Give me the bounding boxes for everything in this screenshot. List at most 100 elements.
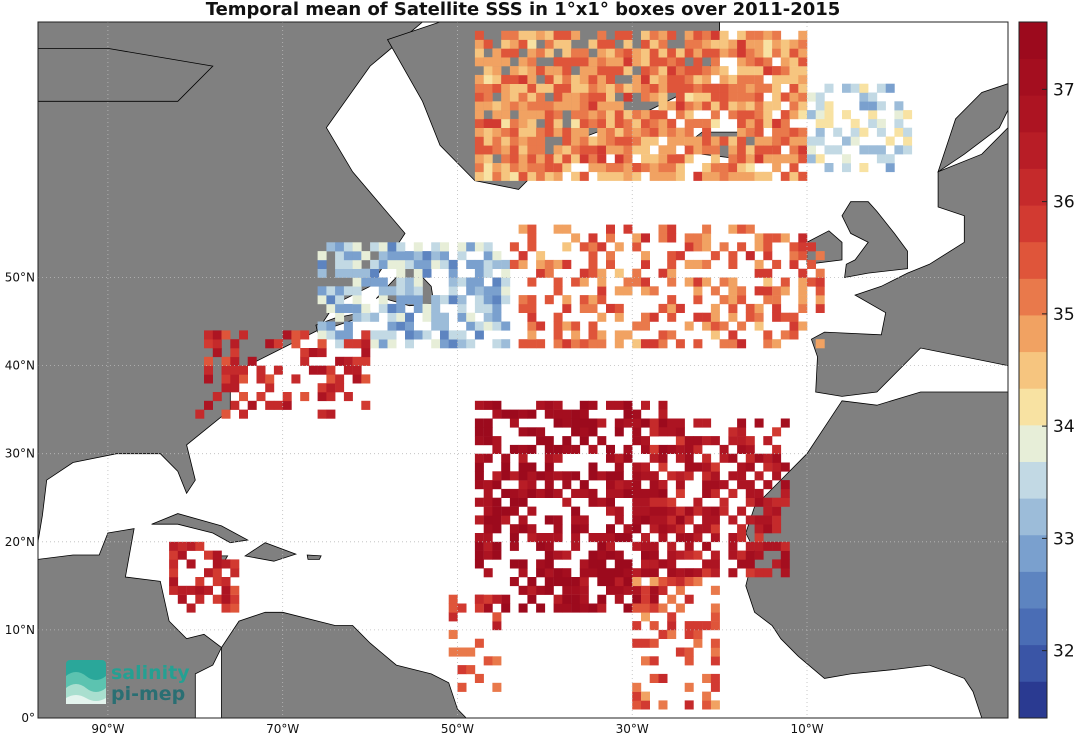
sss-cell bbox=[474, 171, 484, 181]
sss-cell bbox=[623, 57, 633, 67]
sss-cell bbox=[693, 295, 703, 305]
sss-cell bbox=[632, 462, 642, 472]
sss-cell bbox=[649, 312, 659, 322]
sss-cell bbox=[763, 154, 773, 164]
sss-cell bbox=[754, 154, 764, 164]
sss-cell bbox=[335, 374, 345, 384]
sss-cell bbox=[623, 110, 633, 120]
sss-cell bbox=[737, 224, 747, 234]
sss-cell bbox=[623, 92, 633, 102]
sss-cell bbox=[562, 83, 572, 93]
sss-cell bbox=[763, 568, 773, 578]
sss-cell bbox=[579, 171, 589, 181]
sss-cell bbox=[186, 585, 196, 595]
sss-cell bbox=[649, 427, 659, 437]
sss-cell bbox=[597, 559, 607, 569]
sss-cell bbox=[614, 145, 624, 155]
sss-cell bbox=[763, 171, 773, 181]
sss-cell bbox=[623, 524, 633, 534]
lat-tick-label: 0° bbox=[21, 711, 35, 725]
sss-cell bbox=[815, 154, 825, 164]
sss-cell bbox=[204, 356, 213, 366]
sss-cell bbox=[772, 506, 782, 516]
sss-cell bbox=[544, 550, 554, 560]
sss-cell bbox=[737, 242, 747, 252]
sss-cell bbox=[265, 374, 275, 384]
sss-cell bbox=[474, 163, 484, 173]
sss-cell bbox=[710, 312, 720, 322]
sss-cell bbox=[571, 48, 581, 58]
sss-cell bbox=[571, 541, 581, 551]
sss-cell bbox=[474, 295, 484, 305]
sss-cell bbox=[588, 233, 598, 243]
sss-cell bbox=[457, 603, 467, 613]
sss-cell bbox=[632, 506, 642, 516]
sss-cell bbox=[518, 585, 528, 595]
sss-cell bbox=[527, 488, 537, 498]
sss-cell bbox=[553, 101, 563, 111]
sss-cell bbox=[501, 295, 511, 305]
sss-cell bbox=[597, 118, 607, 128]
sss-cell bbox=[588, 303, 598, 313]
sss-cell bbox=[789, 101, 799, 111]
sss-cell bbox=[649, 480, 659, 490]
sss-cell bbox=[684, 629, 694, 639]
sss-cell bbox=[378, 330, 388, 340]
sss-cell bbox=[737, 57, 747, 67]
sss-cell bbox=[772, 39, 782, 49]
sss-cell bbox=[754, 66, 764, 76]
sss-cell bbox=[649, 673, 659, 683]
sss-cell bbox=[772, 559, 782, 569]
sss-cell bbox=[649, 339, 659, 349]
sss-cell bbox=[221, 585, 231, 595]
sss-cell bbox=[780, 127, 790, 137]
sss-cell bbox=[815, 110, 825, 120]
sss-cell bbox=[282, 400, 292, 410]
sss-cell bbox=[317, 383, 327, 393]
sss-cell bbox=[606, 145, 615, 155]
sss-cell bbox=[483, 118, 493, 128]
sss-cell bbox=[876, 127, 886, 137]
sss-cell bbox=[527, 171, 537, 181]
sss-cell bbox=[492, 444, 502, 454]
sss-cell bbox=[649, 506, 659, 516]
sss-cell bbox=[745, 101, 755, 111]
sss-cell bbox=[728, 436, 738, 446]
sss-cell bbox=[903, 136, 913, 146]
sss-cell bbox=[378, 259, 388, 269]
salinity-pi-mep-logo: salinity pi-mep bbox=[66, 660, 190, 705]
sss-cell bbox=[335, 356, 345, 366]
sss-cell bbox=[763, 497, 773, 507]
sss-cell bbox=[571, 171, 581, 181]
sss-cell bbox=[509, 488, 519, 498]
sss-cell bbox=[658, 488, 668, 498]
sss-cell bbox=[291, 339, 301, 349]
sss-cell bbox=[501, 74, 511, 84]
sss-cell bbox=[710, 251, 720, 261]
sss-cell bbox=[597, 568, 607, 578]
sss-cell bbox=[702, 321, 712, 331]
sss-cell bbox=[501, 603, 511, 613]
sss-cell bbox=[737, 30, 747, 40]
sss-cell bbox=[606, 251, 615, 261]
sss-cell bbox=[606, 171, 615, 181]
sss-cell bbox=[562, 303, 572, 313]
sss-cell bbox=[710, 656, 720, 666]
sss-cell bbox=[544, 83, 554, 93]
sss-cell bbox=[597, 171, 607, 181]
sss-cell bbox=[815, 136, 825, 146]
sss-cell bbox=[544, 559, 554, 569]
sss-cell bbox=[789, 39, 799, 49]
sss-cell bbox=[536, 321, 546, 331]
sss-cell bbox=[614, 488, 624, 498]
sss-cell bbox=[798, 48, 808, 58]
sss-cell bbox=[308, 365, 318, 375]
sss-cell bbox=[335, 251, 345, 261]
sss-cell bbox=[282, 330, 292, 340]
sss-cell bbox=[710, 673, 720, 683]
sss-cell bbox=[772, 48, 782, 58]
sss-cell bbox=[649, 74, 659, 84]
sss-cell bbox=[614, 30, 624, 40]
sss-cell bbox=[239, 409, 248, 419]
sss-cell bbox=[579, 409, 589, 419]
